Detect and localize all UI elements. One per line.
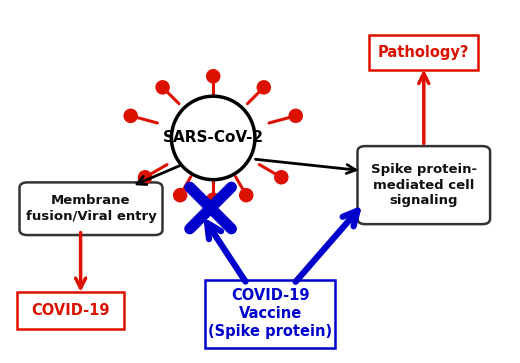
Ellipse shape	[239, 188, 254, 203]
FancyArrowPatch shape	[419, 73, 429, 143]
Ellipse shape	[172, 96, 255, 180]
Text: Membrane
fusion/Viral entry: Membrane fusion/Viral entry	[25, 195, 157, 223]
FancyArrowPatch shape	[207, 223, 245, 282]
FancyArrowPatch shape	[75, 233, 86, 288]
Text: Pathology?: Pathology?	[378, 45, 470, 60]
Ellipse shape	[155, 80, 170, 95]
FancyArrowPatch shape	[296, 211, 358, 282]
Ellipse shape	[206, 69, 220, 83]
Text: SARS-CoV-2: SARS-CoV-2	[163, 130, 264, 146]
FancyBboxPatch shape	[17, 292, 124, 329]
Ellipse shape	[289, 109, 303, 123]
Ellipse shape	[206, 192, 220, 207]
FancyBboxPatch shape	[357, 146, 490, 224]
Ellipse shape	[274, 170, 289, 184]
Text: COVID-19: COVID-19	[31, 303, 109, 318]
Ellipse shape	[138, 170, 152, 184]
Ellipse shape	[123, 109, 138, 123]
FancyArrowPatch shape	[137, 165, 181, 184]
Ellipse shape	[256, 80, 271, 95]
Text: Spike protein-
mediated cell
signaling: Spike protein- mediated cell signaling	[371, 163, 477, 207]
FancyBboxPatch shape	[205, 280, 335, 348]
Ellipse shape	[173, 188, 187, 203]
FancyBboxPatch shape	[369, 35, 478, 70]
Text: COVID-19
Vaccine
(Spike protein): COVID-19 Vaccine (Spike protein)	[209, 289, 332, 339]
FancyArrowPatch shape	[255, 159, 356, 174]
FancyBboxPatch shape	[20, 182, 162, 235]
